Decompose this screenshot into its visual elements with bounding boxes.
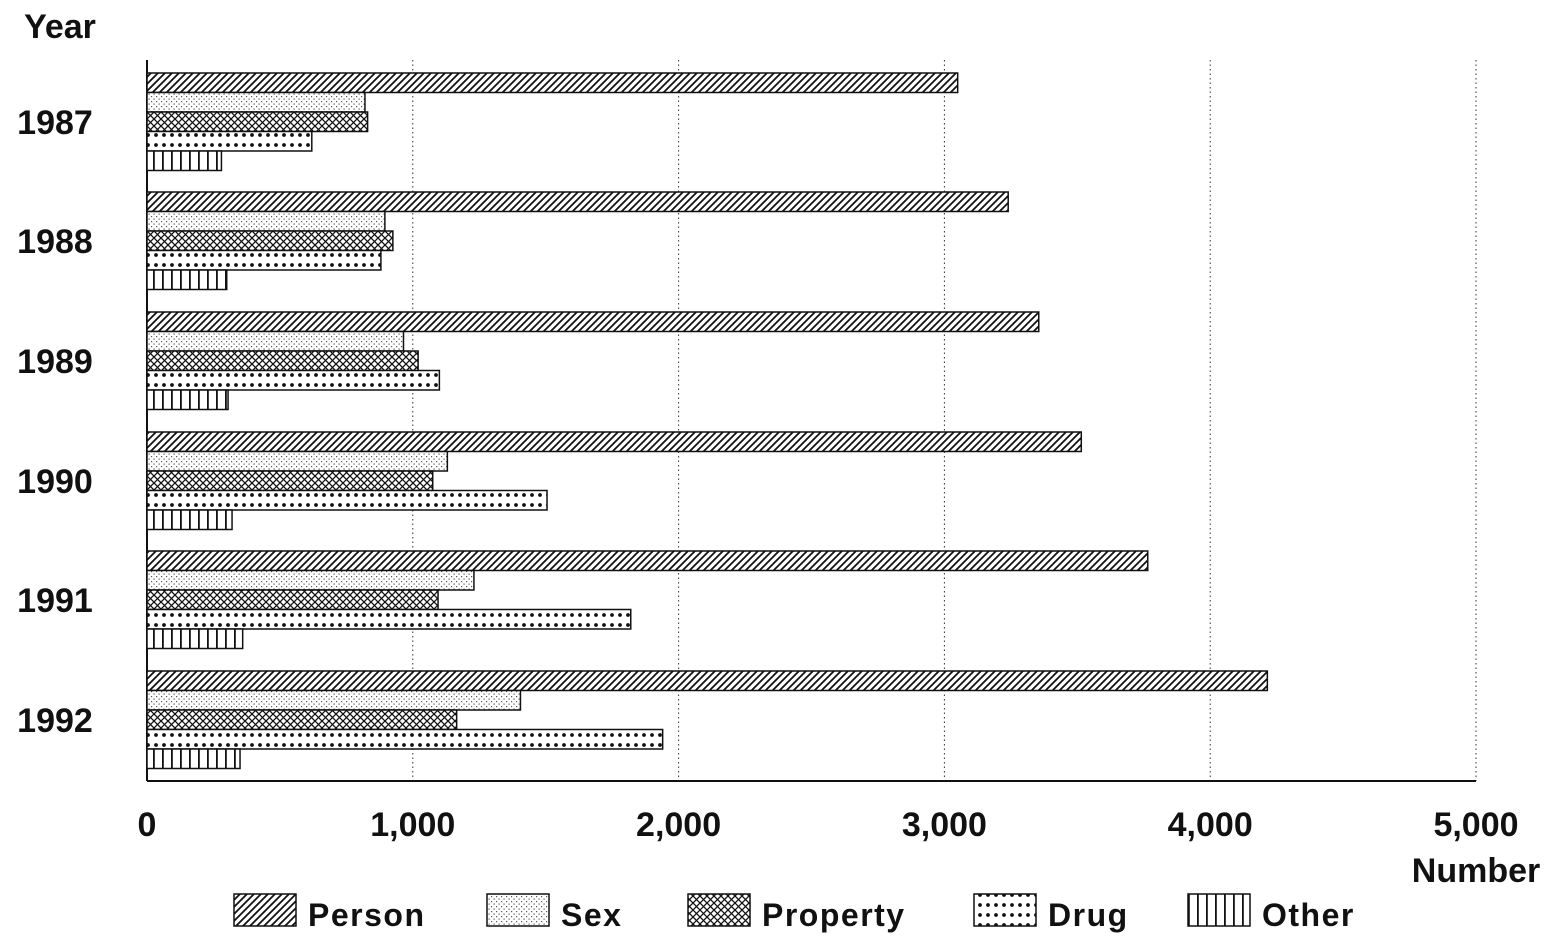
bar-sex-1989 <box>146 330 405 352</box>
bar-person-1992 <box>146 670 1269 692</box>
legend-swatch-person <box>233 893 297 927</box>
y-tick-label: 1987 <box>17 104 93 142</box>
bar-sex-1990 <box>146 450 449 472</box>
bar-property-1989 <box>146 350 419 372</box>
bar-sex-1987 <box>146 91 366 113</box>
bar-other-1991 <box>146 628 244 650</box>
bar-other-1989 <box>146 389 229 411</box>
bar-sex-1988 <box>146 210 386 232</box>
x-tick-label: 0 <box>138 806 157 844</box>
bars <box>146 72 1269 770</box>
bar-drug-1990 <box>146 489 548 511</box>
bar-property-1991 <box>146 589 439 611</box>
bar-property-1992 <box>146 709 458 731</box>
bar-drug-1991 <box>146 608 632 630</box>
y-tick-label: 1992 <box>17 702 93 740</box>
legend-label-person: Person <box>308 897 425 933</box>
grid-lines <box>412 60 1477 781</box>
legend-swatch-property <box>687 893 751 927</box>
legend-swatch-drug <box>973 893 1037 927</box>
axis-labels: Year Number <box>24 8 1540 890</box>
bar-property-1987 <box>146 111 369 133</box>
legend-label-other: Other <box>1262 897 1355 933</box>
x-tick-label: 5,000 <box>1433 806 1518 844</box>
bar-person-1987 <box>146 72 959 94</box>
y-tick-label: 1991 <box>17 582 93 620</box>
bar-drug-1988 <box>146 249 382 271</box>
x-tick-label: 2,000 <box>636 806 721 844</box>
x-axis-label: Number <box>1412 852 1540 890</box>
x-tick-label: 4,000 <box>1168 806 1253 844</box>
bar-drug-1989 <box>146 369 441 391</box>
bar-sex-1991 <box>146 569 475 591</box>
y-axis-label: Year <box>24 8 96 46</box>
x-tick-label: 1,000 <box>370 806 455 844</box>
bar-other-1987 <box>146 150 223 172</box>
bar-other-1988 <box>146 269 228 291</box>
legend-label-drug: Drug <box>1048 897 1129 933</box>
bar-person-1989 <box>146 311 1040 333</box>
bar-sex-1992 <box>146 689 522 711</box>
bar-other-1992 <box>146 748 241 770</box>
bar-drug-1992 <box>146 728 664 750</box>
y-tick-label: 1990 <box>17 463 93 501</box>
legend-swatch-sex <box>486 893 550 927</box>
bar-drug-1987 <box>146 130 313 152</box>
bar-person-1991 <box>146 550 1149 572</box>
bar-person-1990 <box>146 431 1083 453</box>
bar-property-1990 <box>146 470 434 492</box>
legend-label-property: Property <box>762 897 906 933</box>
legend: Person Sex Property Drug Other <box>233 893 1355 933</box>
legend-label-sex: Sex <box>561 897 622 933</box>
bar-property-1988 <box>146 230 394 252</box>
axes: 0 1,000 2,000 3,000 4,000 5,000 1987 1988 1989 19… <box>17 60 1519 844</box>
x-tick-label: 3,000 <box>902 806 987 844</box>
legend-swatch-other <box>1187 893 1251 927</box>
y-tick-label: 1989 <box>17 343 93 381</box>
bar-other-1990 <box>146 509 233 531</box>
y-tick-label: 1988 <box>17 223 93 261</box>
bar-person-1988 <box>146 191 1009 213</box>
